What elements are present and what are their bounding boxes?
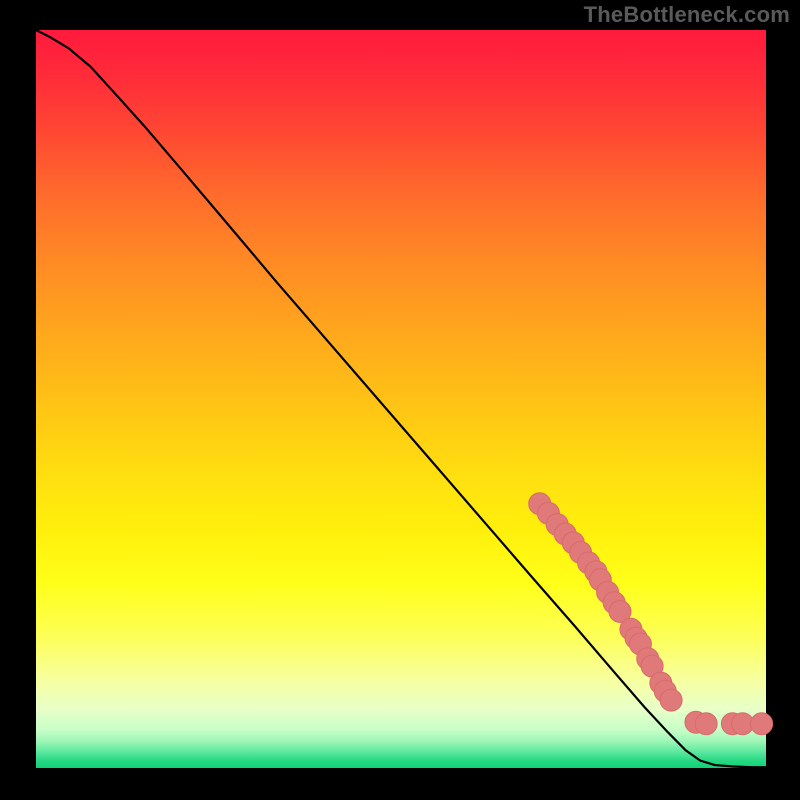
data-marker [751,713,773,735]
data-marker [695,713,717,735]
bottleneck-chart [0,0,800,800]
data-marker [660,689,682,711]
chart-frame: TheBottleneck.com [0,0,800,800]
